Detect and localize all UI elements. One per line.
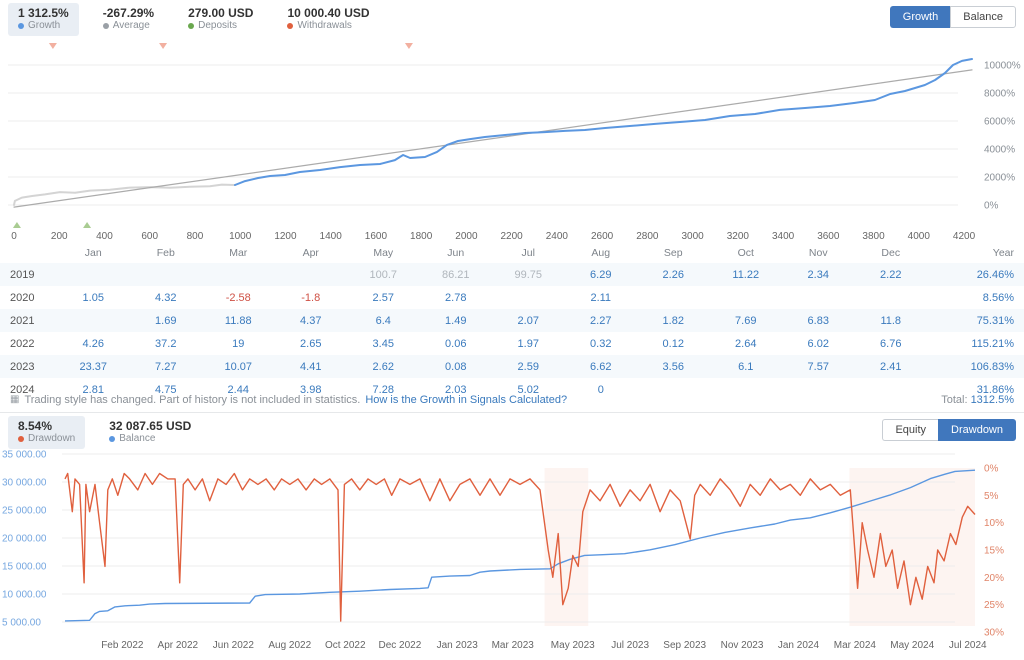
svg-text:35 000.00: 35 000.00: [2, 450, 47, 461]
growth-legend-stats: 1 312.5% Growth -267.29% Average 279.00 USD D…: [8, 3, 380, 36]
svg-text:5%: 5%: [984, 491, 999, 502]
legend-dot: [109, 436, 116, 442]
x-tick: Aug 2022: [268, 640, 312, 651]
table-row-2019: 2019 100.7 86.21 99.75 6.29 2.26 11.22 2.34 2.22…: [0, 263, 1024, 286]
svg-text:10 000.00: 10 000.00: [2, 590, 47, 601]
x-tick: Jul 2023: [611, 640, 650, 651]
legend-growth[interactable]: 1 312.5% Growth: [8, 3, 79, 36]
drawdown-header-bar: 8.54% Drawdown 32 087.65 USD Balance Equity…: [8, 416, 1016, 450]
x-tick: 1200: [274, 231, 297, 242]
x-tick: 3800: [862, 231, 885, 242]
x-tick: Nov 2023: [720, 640, 764, 651]
legend-average[interactable]: -267.29% Average: [102, 6, 155, 31]
statistics-note: ▦ Trading style has changed. Part of his…: [10, 391, 1014, 409]
button-equity[interactable]: Equity: [882, 419, 939, 441]
legend-dot: [188, 23, 195, 29]
info-icon: ▦: [10, 394, 20, 405]
drawdown-legend-stats: 8.54% Drawdown 32 087.65 USD Balance: [8, 416, 201, 449]
x-tick: 800: [186, 231, 204, 242]
legend-drawdown[interactable]: 8.54% Drawdown: [8, 416, 86, 449]
legend-deposits[interactable]: 279.00 USD Deposits: [188, 6, 254, 31]
x-tick: Dec 2022: [378, 640, 422, 651]
svg-text:15 000.00: 15 000.00: [2, 562, 47, 573]
x-tick: 1800: [410, 231, 433, 242]
legend-dot: [18, 23, 24, 29]
x-tick: 2800: [636, 231, 659, 242]
x-tick: Oct 2022: [324, 640, 366, 651]
x-tick: Mar 2023: [491, 640, 534, 651]
button-balance[interactable]: Balance: [950, 6, 1016, 28]
growth-chart: 0% 2000% 4000% 6000% 8000% 10000%: [8, 43, 1021, 228]
legend-balance[interactable]: 32 087.65 USD Balance: [109, 419, 192, 444]
x-tick: 1400: [319, 231, 342, 242]
x-tick: Sep 2023: [663, 640, 707, 651]
x-tick: Apr 2022: [157, 640, 199, 651]
x-tick: Feb 2022: [101, 640, 144, 651]
x-tick: 3000: [681, 231, 704, 242]
table-row-2021: 2021 1.69 11.88 4.37 6.4 1.49 2.07 2.27 1.82 7.69…: [0, 309, 1024, 332]
growth-calculation-link[interactable]: How is the Growth in Signals Calculated?: [365, 394, 568, 406]
x-tick: 4200: [952, 231, 976, 242]
x-tick: 400: [96, 231, 113, 242]
table-row-2022: 2022 4.26 37.2 19 2.65 3.45 0.06 1.97 0.32 0.12 2.…: [10, 337, 1014, 350]
table-row-2023: 2023 23.37 7.27 10.07 4.41 2.62 0.08 2.59 6.62 3.…: [0, 355, 1024, 378]
svg-text:10000%: 10000%: [984, 61, 1021, 72]
total-growth: Total: 1312.5%: [941, 394, 1014, 406]
table-row-2024: 2024 2.81 4.75 2.44 3.98 7.28 2.03 5.02 0 31.86%: [10, 383, 1014, 396]
button-drawdown[interactable]: Drawdown: [938, 419, 1016, 441]
x-tick: 0: [11, 231, 17, 242]
x-tick: 3400: [771, 231, 795, 242]
svg-text:10%: 10%: [984, 518, 1004, 529]
svg-text:0%: 0%: [984, 201, 999, 212]
equity-drawdown-toggle: Equity Drawdown: [882, 419, 1016, 441]
drawdown-chart: 35 000.00 30 000.00 25 000.00 20 000.00 15 0…: [2, 450, 1004, 638]
x-tick: 3600: [817, 231, 840, 242]
legend-dot: [287, 23, 294, 29]
monthly-growth-table: Jan Feb Mar Apr May Jun Jul Aug Sep Oct Nov Dec Year…: [0, 243, 1024, 401]
svg-text:30%: 30%: [984, 628, 1004, 638]
legend-withdrawals[interactable]: 10 000.40 USD Withdrawals: [287, 6, 370, 31]
x-tick: Jun 2022: [212, 640, 254, 651]
svg-text:4000%: 4000%: [984, 145, 1015, 156]
svg-text:25 000.00: 25 000.00: [2, 506, 47, 517]
svg-text:20 000.00: 20 000.00: [2, 534, 47, 545]
x-tick: Jul 2024: [948, 640, 987, 651]
drawdown-x-axis: Feb 2022 Apr 2022 Jun 2022 Aug 2022 Oct 2022…: [0, 640, 1024, 654]
svg-text:20%: 20%: [984, 573, 1004, 584]
svg-text:30 000.00: 30 000.00: [2, 478, 47, 489]
svg-text:15%: 15%: [984, 546, 1004, 557]
x-tick: 2600: [590, 231, 614, 242]
x-tick: 2200: [500, 231, 523, 242]
x-tick: 600: [141, 231, 159, 242]
svg-text:0%: 0%: [984, 464, 999, 475]
section-divider: [0, 412, 1024, 413]
button-growth[interactable]: Growth: [889, 6, 951, 28]
svg-text:2000%: 2000%: [984, 173, 1015, 184]
x-tick: Mar 2024: [833, 640, 876, 651]
x-tick: Jan 2023: [436, 640, 478, 651]
x-tick: 1000: [229, 231, 252, 242]
x-tick: 2400: [545, 231, 568, 242]
x-tick: 3200: [726, 231, 749, 242]
legend-dot: [102, 23, 109, 29]
growth-balance-toggle: Growth Balance: [889, 6, 1016, 28]
growth-x-axis: 0 200 400 600 800 1000 1200 1400 1600 1800 2000 220…: [0, 231, 1024, 245]
x-tick: 200: [50, 231, 68, 242]
x-tick: May 2024: [890, 640, 935, 651]
table-row-2020: 2020 1.05 4.32 -2.58 -1.8 2.57 2.78 2.11 8.56%: [10, 291, 1014, 304]
x-tick: 2000: [455, 231, 478, 242]
x-tick: Jan 2024: [777, 640, 820, 651]
svg-text:6000%: 6000%: [984, 117, 1015, 128]
growth-header-bar: 1 312.5% Growth -267.29% Average 279.00 USD D…: [8, 3, 1016, 37]
svg-text:8000%: 8000%: [984, 89, 1015, 100]
svg-text:25%: 25%: [984, 600, 1004, 611]
x-tick: 4000: [907, 231, 930, 242]
note-text: Trading style has changed. Part of histo…: [24, 394, 361, 406]
svg-text:5 000.00: 5 000.00: [2, 618, 41, 629]
x-tick: May 2023: [550, 640, 595, 651]
legend-dot: [18, 436, 24, 442]
x-tick: 1600: [364, 231, 388, 242]
